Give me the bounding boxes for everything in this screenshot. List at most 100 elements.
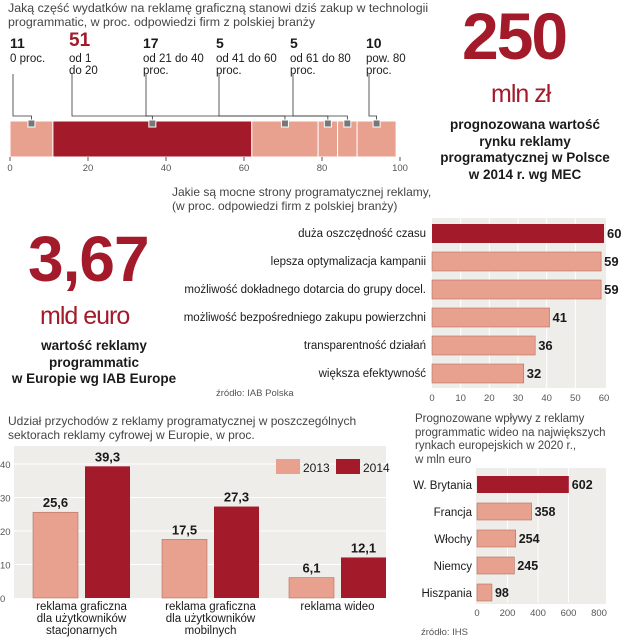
strengths-category-label: większa efektywność: [318, 368, 427, 380]
strengths-tick-label: 10: [455, 393, 466, 404]
strengths-bar: [431, 279, 602, 300]
stacked-category-label: pow. 80: [366, 53, 406, 65]
video-category-label: Francja: [434, 507, 473, 519]
video-tick-label: 600: [561, 608, 577, 619]
sectors-tick-label: 0: [0, 594, 5, 605]
sectors-tick-label: 30: [0, 494, 11, 505]
stacked-category-label: proc.: [290, 65, 316, 77]
strengths-tick-label: 60: [599, 393, 610, 404]
sectors-category-label: mobilnych: [185, 625, 237, 637]
strengths-tick-label: 0: [429, 393, 434, 404]
video-title: Prognozowane wpływy z reklamy programmat…: [415, 413, 605, 467]
strengths-bar: [431, 335, 536, 356]
sectors-bar: [32, 511, 79, 599]
sectors-bar: [214, 506, 259, 598]
source-iab: źródło: IAB Polska: [216, 388, 294, 399]
video-value-label: 245: [517, 559, 538, 573]
strengths-category-label: lepsza optymalizacja kampanii: [271, 256, 426, 268]
strengths-value-label: 36: [538, 338, 552, 353]
video-tick-label: 200: [500, 608, 516, 619]
stacked-tick-label: 0: [7, 163, 12, 174]
legend-swatch-2013: [276, 459, 300, 474]
video-bar: [477, 476, 569, 493]
big-367-caption-line1: wartość reklamy: [41, 338, 147, 353]
strengths-category-label: możliwość dokładnego dotarcia do grupy d…: [184, 284, 426, 296]
stacked-leader-line: [368, 74, 378, 124]
stacked-category-label: do 20: [69, 65, 98, 77]
sectors-category-label: dla użytkowników: [37, 613, 127, 625]
video-value-label: 358: [535, 505, 556, 519]
strengths-category-label: transparentność działań: [304, 340, 426, 352]
strengths-bar: [431, 307, 550, 328]
strengths-value-label: 60: [607, 226, 621, 241]
video-category-label: Włochy: [434, 534, 472, 546]
strengths-bar: [431, 363, 525, 384]
sectors-category-label: stacjonarnych: [46, 625, 117, 637]
stacked-tick-label: 100: [392, 163, 408, 174]
stacked-category-label: od 61 do 80: [290, 53, 351, 65]
sectors-title-line2: sektorach reklamy cyfrowej w Europie, w …: [8, 428, 255, 442]
big-number-250: 250: [462, 0, 568, 73]
video-value-label: 602: [572, 478, 593, 492]
big-250-caption-line2: rynku reklamy: [479, 133, 571, 149]
video-value-label: 98: [495, 586, 509, 600]
strengths-title-line1: Jakie są mocne strony programatycznej re…: [172, 185, 432, 199]
legend-swatch-2014: [336, 459, 360, 474]
sectors-value-label: 6,1: [302, 561, 320, 576]
stacked-leader-line: [218, 74, 329, 124]
sectors-tick-label: 20: [0, 527, 11, 538]
stacked-value-label: 5: [290, 35, 298, 51]
sectors-value-label: 25,6: [43, 495, 68, 510]
sectors-chart: 0 10 20 30 40 25,6 17,5 6,1 39,3 27,3 12,1 reklama …: [0, 449, 390, 637]
stacked-value-label: 51: [69, 30, 91, 51]
sectors-value-label: 39,3: [95, 449, 120, 464]
big-367-caption-line3: w Europie wg IAB Europe: [11, 371, 177, 386]
strengths-value-label: 41: [553, 310, 567, 325]
big-250-caption-line3: programatycznej w Polsce: [440, 150, 610, 165]
stacked-tick-label: 80: [317, 163, 328, 174]
source-ihs: źródło: IHS: [421, 627, 468, 638]
strengths-tick-label: 20: [484, 393, 495, 404]
sectors-value-label: 12,1: [351, 540, 376, 555]
strengths-value-label: 32: [527, 366, 541, 381]
sectors-title-line1: Udział przychodów z reklamy programatycz…: [8, 414, 357, 428]
strengths-category-label: duża oszczędność czasu: [298, 228, 426, 240]
stacked-leader-line: [12, 74, 32, 124]
stacked-marker: [372, 119, 381, 128]
big-number-367-unit: mld euro: [40, 302, 130, 330]
sectors-value-label: 27,3: [224, 490, 249, 505]
video-category-label: Hiszpania: [422, 588, 473, 600]
stacked-category-label: proc.: [143, 65, 169, 77]
video-bar: [476, 502, 532, 521]
video-title-line4: w mln euro: [415, 453, 472, 466]
video-chart: 602 W. Brytania 358 Francja 254 Włochy 245 Niem…: [413, 468, 607, 619]
stacked-leader-line: [71, 74, 153, 124]
stacked-marker: [148, 119, 157, 128]
stacked-tick-label: 20: [83, 163, 94, 174]
stacked-category-label: od 21 do 40: [143, 53, 204, 65]
stacked-marker: [280, 119, 289, 128]
strengths-tick-label: 40: [541, 393, 552, 404]
video-tick-label: 800: [591, 608, 607, 619]
strengths-value-label: 59: [604, 282, 618, 297]
sectors-value-label: 17,5: [172, 522, 197, 537]
sectors-bar: [288, 577, 335, 599]
video-tick-label: 0: [474, 608, 479, 619]
video-title-line1: Prognozowane wpływy z reklamy: [415, 413, 585, 425]
stacked-category-label: 0 proc.: [10, 53, 45, 65]
sectors-category-label: reklama graficzna: [36, 601, 127, 613]
stacked-category-label: od 41 do 60: [216, 53, 277, 65]
big-250-caption-line4: w 2014 r. wg MEC: [468, 166, 582, 182]
strengths-tick-label: 50: [570, 393, 581, 404]
stacked-value-label: 11: [10, 35, 25, 51]
video-value-label: 254: [519, 532, 540, 546]
sectors-bar: [161, 539, 208, 599]
big-number-250-unit: mln zł: [491, 80, 551, 108]
big-number-367: 3,67: [28, 223, 150, 295]
strengths-tick-label: 30: [513, 393, 524, 404]
stacked-value-label: 5: [216, 35, 224, 51]
video-tick-label: 400: [530, 608, 546, 619]
sectors-category-label: reklama wideo: [300, 601, 374, 613]
video-bar: [476, 556, 515, 575]
